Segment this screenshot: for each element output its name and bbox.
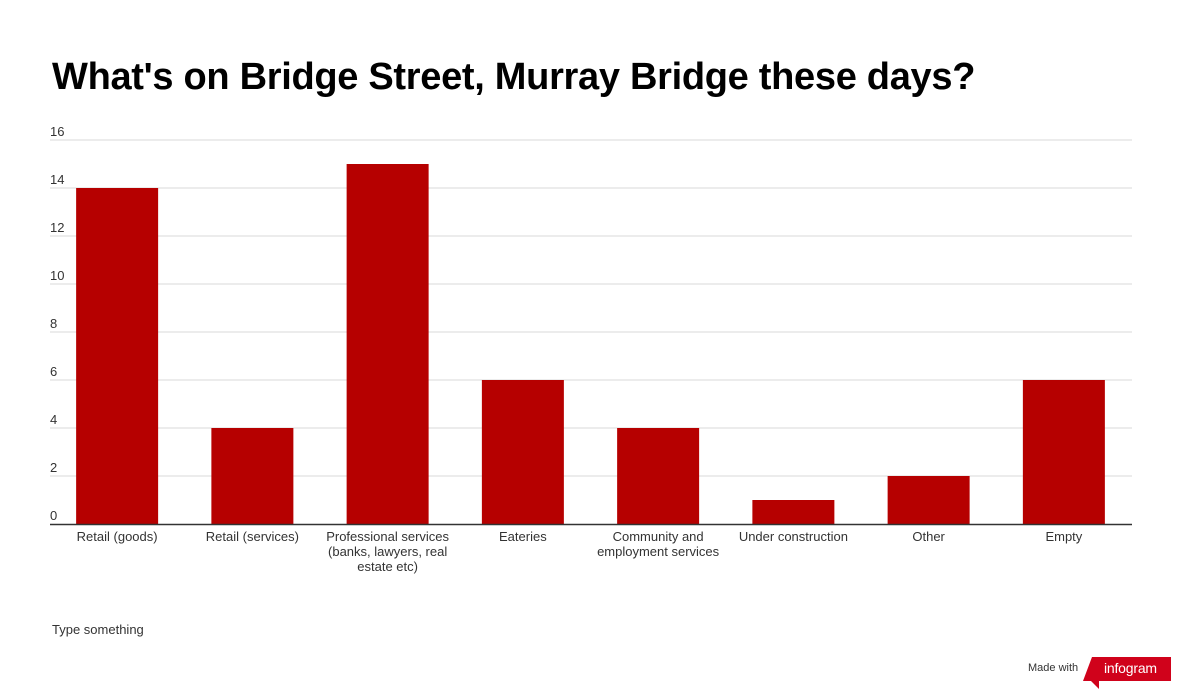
gridlines [50, 139, 1132, 477]
x-category-label-line: estate etc) [357, 559, 418, 574]
bar[interactable] [481, 380, 564, 524]
y-tick-label: 10 [50, 268, 64, 283]
infogram-logo-text: infogram [1104, 660, 1157, 676]
y-tick-label: 4 [50, 412, 57, 427]
x-category-label-line: Other [912, 529, 945, 544]
bar[interactable] [1022, 380, 1105, 524]
y-tick-label: 12 [50, 220, 64, 235]
x-axis-category-labels: Retail (goods) Retail (services) Professio… [77, 529, 1083, 574]
bar[interactable] [887, 476, 970, 524]
x-category-label: Professional services (banks, lawyers, re… [326, 529, 449, 574]
logo-flag-shape [1083, 657, 1171, 689]
x-category-label: Eateries [499, 529, 547, 544]
footnote-text[interactable]: Type something [52, 622, 144, 637]
chart-title: What's on Bridge Street, Murray Bridge t… [52, 56, 976, 98]
x-category-label: Under construction [739, 529, 848, 544]
y-axis-tick-labels: 0 2 4 6 8 10 12 14 16 [50, 124, 64, 523]
bar-chart: 0 2 4 6 8 10 12 14 16 Retail (goods) Retail (serv… [50, 124, 1132, 574]
y-tick-label: 6 [50, 364, 57, 379]
x-category-label-line: Under construction [739, 529, 848, 544]
x-category-label-line: Retail (goods) [77, 529, 158, 544]
x-category-label-line: Professional services [326, 529, 449, 544]
x-category-label: Other [912, 529, 945, 544]
bar[interactable] [346, 164, 429, 524]
x-category-label-line: employment services [597, 544, 720, 559]
x-category-label-line: (banks, lawyers, real [328, 544, 447, 559]
bar[interactable] [752, 500, 835, 524]
y-tick-label: 0 [50, 508, 57, 523]
y-tick-label: 2 [50, 460, 57, 475]
x-category-label-line: Empty [1045, 529, 1082, 544]
x-category-label: Community and employment services [597, 529, 720, 559]
bar[interactable] [211, 428, 294, 524]
bar[interactable] [617, 428, 700, 524]
x-category-label: Retail (services) [206, 529, 299, 544]
y-tick-label: 16 [50, 124, 64, 139]
x-category-label-line: Community and [613, 529, 704, 544]
x-category-label: Empty [1045, 529, 1082, 544]
x-category-label-line: Eateries [499, 529, 547, 544]
y-tick-label: 14 [50, 172, 64, 187]
bars [76, 164, 1105, 524]
made-with-text: Made with [1028, 662, 1079, 674]
y-tick-label: 8 [50, 316, 57, 331]
bar[interactable] [76, 188, 159, 524]
x-category-label: Retail (goods) [77, 529, 158, 544]
x-category-label-line: Retail (services) [206, 529, 299, 544]
infogram-logo-badge[interactable] [1083, 657, 1171, 689]
